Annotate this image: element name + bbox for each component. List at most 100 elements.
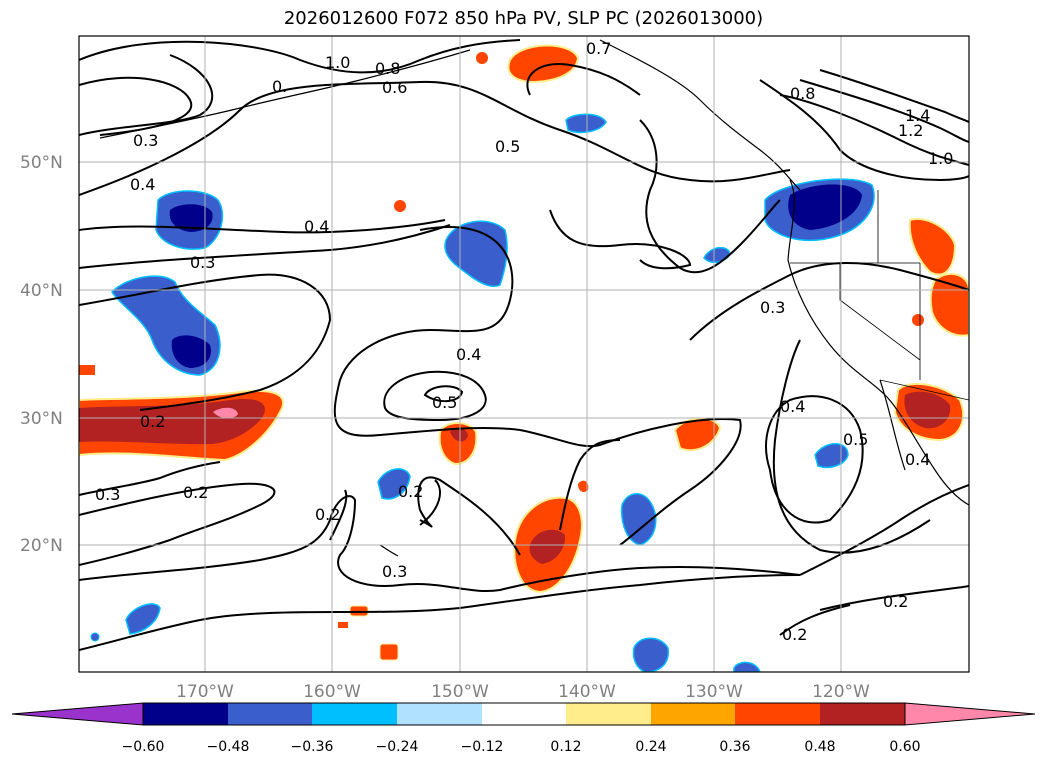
contour-label: 0.2	[782, 625, 807, 644]
contour-label: 0.6	[382, 78, 407, 97]
contour-label: 0.2	[315, 505, 340, 524]
lon-label: 170°W	[176, 682, 234, 702]
contour-label: 0.7	[586, 39, 611, 58]
pv-negative-area	[377, 468, 411, 500]
pv-strong-positive-area	[904, 391, 951, 429]
pv-positive-area	[912, 314, 924, 326]
colorbar-ticks: −0.60 −0.48 −0.36 −0.24 −0.12 0.12 0.24 …	[122, 739, 921, 755]
lat-label: 30°N	[20, 409, 63, 429]
contour-label: 0.4	[304, 217, 329, 236]
colorbar-tick-label: −0.48	[207, 739, 250, 755]
lat-label: 40°N	[20, 281, 63, 301]
pv-strong-positive-area	[450, 428, 468, 442]
hawaii-islands	[379, 544, 399, 557]
pv-positive-area	[908, 217, 957, 276]
colorbar-tick-label: 0.60	[889, 739, 920, 755]
pv-negative-area	[620, 493, 657, 546]
contour-labels: 1.0 0.8 0.7 0.6 0. 0.3 0.5 0.8 1.4 1.2 1…	[95, 39, 953, 644]
pv-positive-area	[673, 417, 722, 452]
colorbar-segment	[143, 703, 228, 725]
lon-label: 160°W	[303, 682, 361, 702]
pv-positive-area	[929, 272, 969, 337]
colorbar-extend-left	[11, 702, 144, 726]
pv-positive-area	[507, 44, 580, 84]
pv-strong-negative-area	[171, 335, 211, 368]
contour-label: 1.4	[905, 106, 930, 125]
colorbar-tick-label: 0.24	[635, 739, 666, 755]
lon-label: 130°W	[685, 682, 743, 702]
lat-label: 20°N	[20, 536, 63, 556]
lon-label: 150°W	[431, 682, 489, 702]
contour-label: 1.0	[928, 149, 953, 168]
contour-label: 0.2	[140, 412, 165, 431]
contour-label: 0.8	[375, 59, 400, 78]
colorbar-segment	[735, 703, 820, 725]
colorbar-tick-label: 0.48	[804, 739, 835, 755]
slp-contours	[79, 39, 969, 651]
colorbar-segment	[228, 703, 312, 725]
contour-label: 0.5	[495, 137, 520, 156]
colorbar-extend-right	[904, 702, 1036, 726]
pv-strong-negative-area	[788, 184, 862, 230]
latitude-labels: 50°N 40°N 30°N 20°N	[20, 153, 63, 556]
pv-max-area	[213, 407, 238, 419]
pv-negative-area	[125, 603, 161, 635]
contour-label: 0.3	[382, 562, 407, 581]
lon-label: 140°W	[558, 682, 616, 702]
pv-negative-area	[632, 637, 670, 672]
pv-negative-area	[90, 632, 100, 642]
contour-label: 0.2	[398, 482, 423, 501]
pv-negative-area	[814, 443, 849, 469]
colorbar-segment	[482, 703, 566, 725]
map-frame	[78, 35, 970, 673]
lon-label: 120°W	[812, 682, 870, 702]
colorbar-tick-label: −0.36	[291, 739, 334, 755]
colorbar-tick-label: −0.12	[461, 739, 504, 755]
contour-label: 0.3	[133, 131, 158, 150]
contour-label: 0.4	[130, 175, 155, 194]
colorbar-segment	[820, 703, 905, 725]
contour-label: 0.5	[843, 430, 868, 449]
pv-positive-area	[79, 365, 95, 375]
colorbar-tick-label: 0.12	[550, 739, 581, 755]
colorbar-tick-label: 0.36	[719, 739, 750, 755]
colorbar-segment	[397, 703, 482, 725]
pv-positive-area	[578, 480, 589, 492]
colorbar-tick-label: −0.60	[122, 739, 165, 755]
contour-label: 0.4	[780, 397, 805, 416]
pv-negative-area	[733, 661, 761, 672]
contour-label: 0.2	[883, 592, 908, 611]
contour-label: 0.5	[432, 393, 457, 412]
pv-positive-area	[394, 200, 406, 212]
coastlines	[99, 39, 969, 557]
west-coast-na	[787, 179, 969, 506]
pv-positive-area	[338, 622, 348, 628]
pv-shading	[79, 44, 969, 672]
alaska-coast	[599, 39, 801, 191]
contour-label: 0.3	[95, 485, 120, 504]
contour-label: 0.3	[190, 253, 215, 272]
contour-label: 0.3	[760, 298, 785, 317]
longitude-labels: 170°W 160°W 150°W 140°W 130°W 120°W	[176, 682, 870, 702]
pv-positive-area	[379, 643, 399, 661]
baja-coast	[879, 379, 906, 471]
colorbar-segment	[312, 703, 397, 725]
graticule	[79, 36, 969, 672]
contour-label: 0.	[272, 77, 287, 96]
aleutian-islands-coast	[99, 49, 471, 139]
contour-label: 1.0	[325, 53, 350, 72]
contour-label: 0.2	[183, 483, 208, 502]
pv-negative-area	[565, 113, 607, 134]
map-title: 2026012600 F072 850 hPa PV, SLP PC (2026…	[283, 8, 764, 29]
pv-positive-area	[476, 52, 488, 64]
colorbar: −0.60 −0.48 −0.36 −0.24 −0.12 0.12 0.24 …	[11, 702, 1036, 755]
contour-label: 0.4	[905, 450, 930, 469]
lat-label: 50°N	[20, 153, 63, 173]
contour-label: 0.4	[456, 345, 481, 364]
contour-label: 0.8	[790, 84, 815, 103]
colorbar-segment	[651, 703, 735, 725]
colorbar-segment	[566, 703, 651, 725]
contour-label: 1.2	[898, 121, 923, 140]
pv-strong-negative-area	[169, 204, 213, 232]
